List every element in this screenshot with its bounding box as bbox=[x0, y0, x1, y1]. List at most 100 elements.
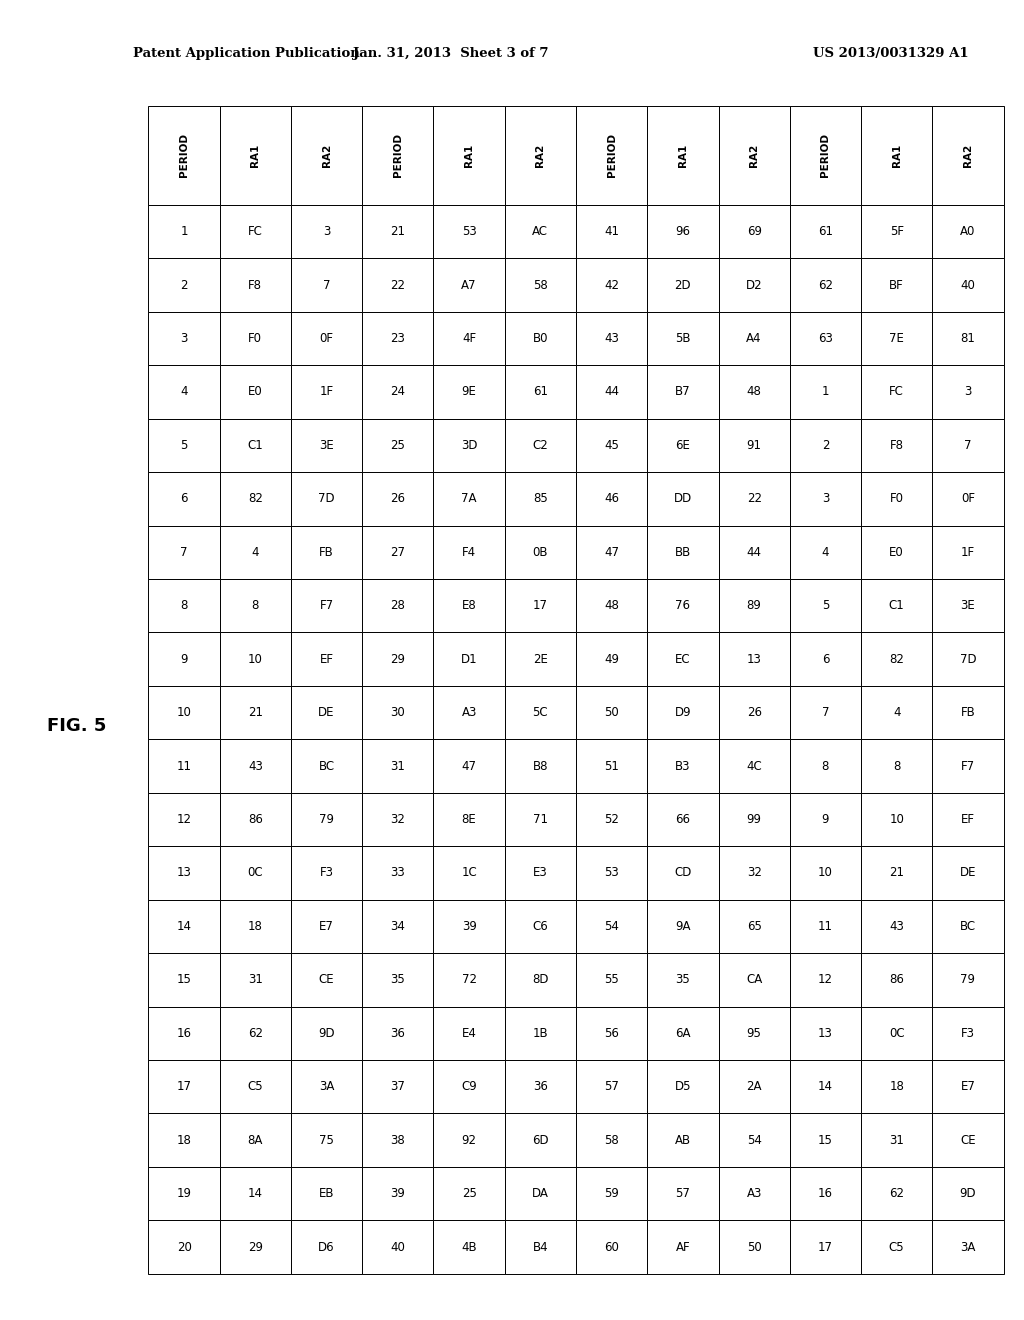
Bar bbox=[719, 1007, 790, 1060]
Bar bbox=[362, 793, 433, 846]
Bar bbox=[505, 1221, 575, 1274]
Text: BB: BB bbox=[675, 545, 691, 558]
Text: 6: 6 bbox=[821, 652, 829, 665]
Text: 0C: 0C bbox=[889, 1027, 904, 1040]
Bar bbox=[291, 579, 362, 632]
Bar bbox=[932, 1221, 1004, 1274]
Text: 2: 2 bbox=[180, 279, 187, 292]
Text: AC: AC bbox=[532, 226, 549, 238]
Text: 9A: 9A bbox=[675, 920, 690, 933]
Bar bbox=[790, 473, 861, 525]
Bar bbox=[433, 846, 505, 900]
Bar bbox=[790, 106, 861, 205]
Bar bbox=[790, 366, 861, 418]
Text: PERIOD: PERIOD bbox=[820, 133, 830, 177]
Bar bbox=[861, 525, 932, 579]
Text: 0C: 0C bbox=[248, 866, 263, 879]
Text: 28: 28 bbox=[390, 599, 406, 612]
Text: D9: D9 bbox=[675, 706, 691, 719]
Text: 23: 23 bbox=[390, 333, 406, 345]
Text: F0: F0 bbox=[249, 333, 262, 345]
Text: RA1: RA1 bbox=[678, 144, 688, 166]
Text: 89: 89 bbox=[746, 599, 762, 612]
Text: 38: 38 bbox=[390, 1134, 406, 1147]
Text: E4: E4 bbox=[462, 1027, 476, 1040]
Text: 10: 10 bbox=[248, 652, 263, 665]
Bar bbox=[505, 686, 575, 739]
Bar bbox=[647, 366, 719, 418]
Text: C1: C1 bbox=[889, 599, 904, 612]
Text: B4: B4 bbox=[532, 1241, 548, 1254]
Bar bbox=[861, 418, 932, 473]
Bar bbox=[362, 1221, 433, 1274]
Bar bbox=[148, 1007, 220, 1060]
Text: 39: 39 bbox=[390, 1187, 406, 1200]
Bar bbox=[575, 1060, 647, 1114]
Text: 1C: 1C bbox=[461, 866, 477, 879]
Bar bbox=[291, 259, 362, 312]
Text: 29: 29 bbox=[390, 652, 406, 665]
Text: 15: 15 bbox=[177, 973, 191, 986]
Bar bbox=[575, 1114, 647, 1167]
Bar bbox=[220, 632, 291, 686]
Bar bbox=[719, 846, 790, 900]
Bar bbox=[790, 739, 861, 793]
Bar bbox=[505, 418, 575, 473]
Text: 25: 25 bbox=[390, 440, 406, 451]
Text: 44: 44 bbox=[746, 545, 762, 558]
Text: 4C: 4C bbox=[746, 759, 762, 772]
Bar bbox=[362, 366, 433, 418]
Bar bbox=[362, 525, 433, 579]
Bar bbox=[575, 106, 647, 205]
Text: 32: 32 bbox=[390, 813, 406, 826]
Bar bbox=[148, 1167, 220, 1221]
Text: 51: 51 bbox=[604, 759, 620, 772]
Bar bbox=[220, 686, 291, 739]
Text: 3A: 3A bbox=[961, 1241, 976, 1254]
Bar bbox=[790, 1060, 861, 1114]
Text: 40: 40 bbox=[390, 1241, 406, 1254]
Bar bbox=[861, 259, 932, 312]
Text: 31: 31 bbox=[248, 973, 263, 986]
Bar bbox=[220, 1167, 291, 1221]
Bar bbox=[220, 953, 291, 1007]
Text: FIG. 5: FIG. 5 bbox=[47, 717, 106, 735]
Text: 71: 71 bbox=[532, 813, 548, 826]
Text: 7: 7 bbox=[323, 279, 331, 292]
Bar bbox=[647, 793, 719, 846]
Bar bbox=[433, 366, 505, 418]
Text: 57: 57 bbox=[676, 1187, 690, 1200]
Bar bbox=[575, 1007, 647, 1060]
Text: 29: 29 bbox=[248, 1241, 263, 1254]
Text: 7E: 7E bbox=[889, 333, 904, 345]
Text: 96: 96 bbox=[676, 226, 690, 238]
Text: 86: 86 bbox=[248, 813, 263, 826]
Bar bbox=[647, 525, 719, 579]
Bar bbox=[362, 579, 433, 632]
Bar bbox=[719, 473, 790, 525]
Bar bbox=[932, 106, 1004, 205]
Bar bbox=[575, 312, 647, 366]
Text: 34: 34 bbox=[390, 920, 406, 933]
Text: F4: F4 bbox=[462, 545, 476, 558]
Text: 53: 53 bbox=[604, 866, 618, 879]
Text: 62: 62 bbox=[818, 279, 833, 292]
Bar bbox=[790, 1114, 861, 1167]
Bar bbox=[291, 205, 362, 259]
Text: RA2: RA2 bbox=[536, 144, 546, 166]
Bar bbox=[719, 579, 790, 632]
Text: 50: 50 bbox=[746, 1241, 762, 1254]
Bar bbox=[719, 1221, 790, 1274]
Text: 9: 9 bbox=[821, 813, 829, 826]
Bar bbox=[932, 953, 1004, 1007]
Bar bbox=[291, 1167, 362, 1221]
Bar bbox=[575, 579, 647, 632]
Text: F8: F8 bbox=[890, 440, 903, 451]
Text: 63: 63 bbox=[818, 333, 833, 345]
Text: RA1: RA1 bbox=[250, 144, 260, 166]
Bar bbox=[148, 1060, 220, 1114]
Bar bbox=[647, 1114, 719, 1167]
Text: 0F: 0F bbox=[319, 333, 334, 345]
Bar bbox=[932, 900, 1004, 953]
Text: 18: 18 bbox=[177, 1134, 191, 1147]
